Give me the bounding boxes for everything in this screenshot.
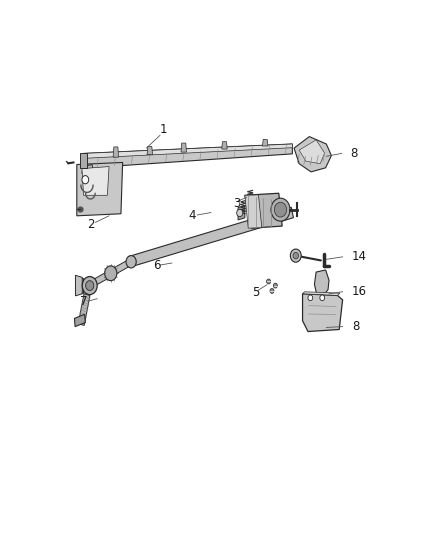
Polygon shape bbox=[245, 193, 282, 228]
Circle shape bbox=[293, 252, 298, 259]
Text: 8: 8 bbox=[352, 320, 359, 333]
Circle shape bbox=[270, 288, 274, 293]
Circle shape bbox=[274, 202, 286, 217]
Text: 6: 6 bbox=[153, 260, 161, 272]
Polygon shape bbox=[84, 144, 293, 168]
Circle shape bbox=[308, 295, 313, 301]
Text: 16: 16 bbox=[352, 285, 367, 298]
Polygon shape bbox=[314, 270, 329, 298]
Polygon shape bbox=[294, 136, 332, 172]
Text: 2: 2 bbox=[87, 219, 95, 231]
Text: 7: 7 bbox=[80, 295, 88, 309]
Circle shape bbox=[320, 295, 325, 301]
Polygon shape bbox=[89, 259, 132, 288]
Polygon shape bbox=[262, 140, 268, 146]
Polygon shape bbox=[77, 163, 123, 216]
Polygon shape bbox=[74, 314, 85, 327]
Polygon shape bbox=[181, 143, 187, 152]
Circle shape bbox=[273, 283, 277, 288]
Circle shape bbox=[290, 249, 301, 262]
Circle shape bbox=[86, 281, 94, 290]
Text: 4: 4 bbox=[189, 209, 196, 222]
Polygon shape bbox=[303, 292, 340, 295]
Polygon shape bbox=[131, 217, 295, 267]
Polygon shape bbox=[299, 140, 325, 164]
Text: 8: 8 bbox=[350, 147, 357, 160]
Polygon shape bbox=[78, 294, 90, 326]
Polygon shape bbox=[80, 154, 87, 168]
Polygon shape bbox=[238, 206, 245, 220]
Polygon shape bbox=[80, 278, 83, 293]
Circle shape bbox=[82, 277, 97, 295]
Polygon shape bbox=[303, 294, 343, 332]
Text: 5: 5 bbox=[251, 286, 259, 300]
Polygon shape bbox=[82, 166, 109, 195]
Circle shape bbox=[82, 175, 88, 184]
Polygon shape bbox=[147, 147, 152, 155]
Polygon shape bbox=[245, 195, 262, 228]
Text: 14: 14 bbox=[352, 251, 367, 263]
Circle shape bbox=[126, 256, 136, 268]
Circle shape bbox=[105, 266, 117, 281]
Circle shape bbox=[271, 198, 290, 221]
Polygon shape bbox=[84, 144, 293, 158]
Polygon shape bbox=[75, 276, 82, 296]
Text: 1: 1 bbox=[160, 123, 167, 136]
Polygon shape bbox=[113, 147, 119, 157]
Text: 3: 3 bbox=[233, 197, 240, 210]
Polygon shape bbox=[222, 142, 227, 149]
Polygon shape bbox=[128, 207, 293, 267]
Circle shape bbox=[267, 279, 271, 284]
Polygon shape bbox=[82, 165, 94, 179]
Circle shape bbox=[237, 209, 243, 216]
